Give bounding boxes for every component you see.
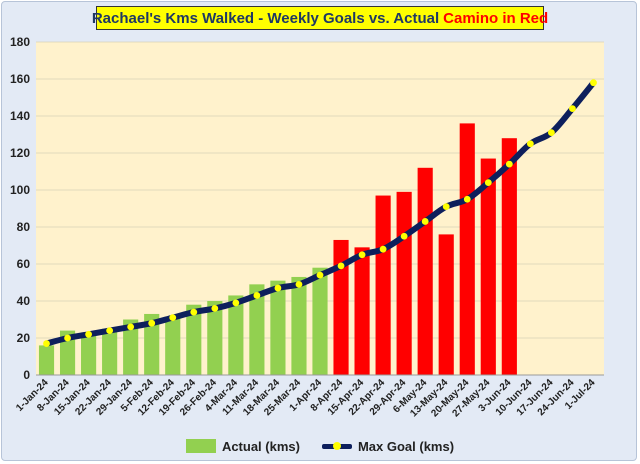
bar-actual xyxy=(38,345,55,375)
bar-actual xyxy=(186,304,202,375)
bar-actual xyxy=(228,295,244,375)
legend-item-actual: Actual (kms) xyxy=(185,438,300,454)
goal-point xyxy=(505,160,513,168)
bar-actual xyxy=(417,167,433,375)
chart-title-main: Rachael's Kms Walked - Weekly Goals vs. … xyxy=(91,9,440,27)
goal-point xyxy=(127,323,135,331)
goal-point xyxy=(211,305,219,312)
y-tick-label: 60 xyxy=(17,257,31,271)
bar-actual xyxy=(249,284,265,375)
bar-actual xyxy=(123,319,139,375)
bar-actual xyxy=(207,301,223,375)
goal-point xyxy=(463,195,471,203)
goal-point xyxy=(190,308,198,316)
goal-point xyxy=(442,203,450,211)
bar-actual xyxy=(312,267,328,375)
y-tick-label: 140 xyxy=(10,109,30,123)
chart-title-accent: Camino in Red xyxy=(443,9,549,27)
goal-point xyxy=(85,330,92,338)
goal-point xyxy=(379,245,387,253)
legend: Actual (kms) Max Goal (kms) xyxy=(0,436,640,456)
goal-point xyxy=(358,251,366,259)
goal-point xyxy=(274,284,282,292)
legend-swatch-actual xyxy=(185,439,216,453)
y-tick-label: 20 xyxy=(17,331,31,345)
legend-label-goal: Max Goal (kms) xyxy=(357,438,455,454)
goal-point xyxy=(43,340,50,347)
bar-actual xyxy=(270,280,286,375)
y-tick-label: 160 xyxy=(10,72,30,86)
goal-point xyxy=(148,319,156,327)
goal-point xyxy=(484,179,492,187)
bar-actual xyxy=(333,239,349,375)
bar-actual xyxy=(81,332,97,375)
legend-label-actual: Actual (kms) xyxy=(221,438,300,454)
chart-title: Rachael's Kms Walked - Weekly Goals vs. … xyxy=(92,6,548,30)
goal-point xyxy=(232,299,240,307)
bar-actual xyxy=(480,158,496,375)
bar-actual xyxy=(165,317,181,375)
y-tick-label: 180 xyxy=(10,35,30,49)
bars-group xyxy=(38,123,517,376)
goal-point xyxy=(421,218,429,225)
bar-actual xyxy=(459,123,475,376)
y-tick-label: 100 xyxy=(10,183,30,197)
goal-point xyxy=(169,314,177,322)
y-tick-label: 40 xyxy=(17,294,31,308)
goal-point xyxy=(400,232,408,240)
goal-point xyxy=(526,140,534,148)
goal-point xyxy=(548,129,555,137)
goal-point xyxy=(253,292,261,299)
y-tick-label: 80 xyxy=(17,220,31,234)
bar-actual xyxy=(375,195,391,375)
goal-point xyxy=(106,327,114,334)
bar-actual xyxy=(438,234,454,375)
goal-point xyxy=(590,79,597,87)
bar-actual xyxy=(354,247,370,375)
goal-point xyxy=(337,262,345,270)
legend-item-goal: Max Goal (kms) xyxy=(321,438,455,454)
goal-point xyxy=(316,271,324,279)
x-axis: 1-Jan-248-Jan-2415-Jan-2422-Jan-2429-Jan… xyxy=(14,377,598,419)
goal-point xyxy=(569,105,576,112)
bar-actual xyxy=(144,313,160,375)
goal-point xyxy=(295,280,303,288)
bar-actual xyxy=(291,276,307,375)
bar-actual xyxy=(501,138,517,375)
bar-actual xyxy=(396,191,412,375)
goal-line-group xyxy=(43,79,597,347)
y-tick-label: 0 xyxy=(23,368,30,382)
bar-actual xyxy=(102,328,118,375)
goal-point xyxy=(64,334,71,342)
legend-swatch-goal xyxy=(321,439,352,453)
y-tick-label: 120 xyxy=(10,146,30,160)
y-axis: 0 20 40 60 80 100 120 140 160 180 xyxy=(10,35,604,382)
